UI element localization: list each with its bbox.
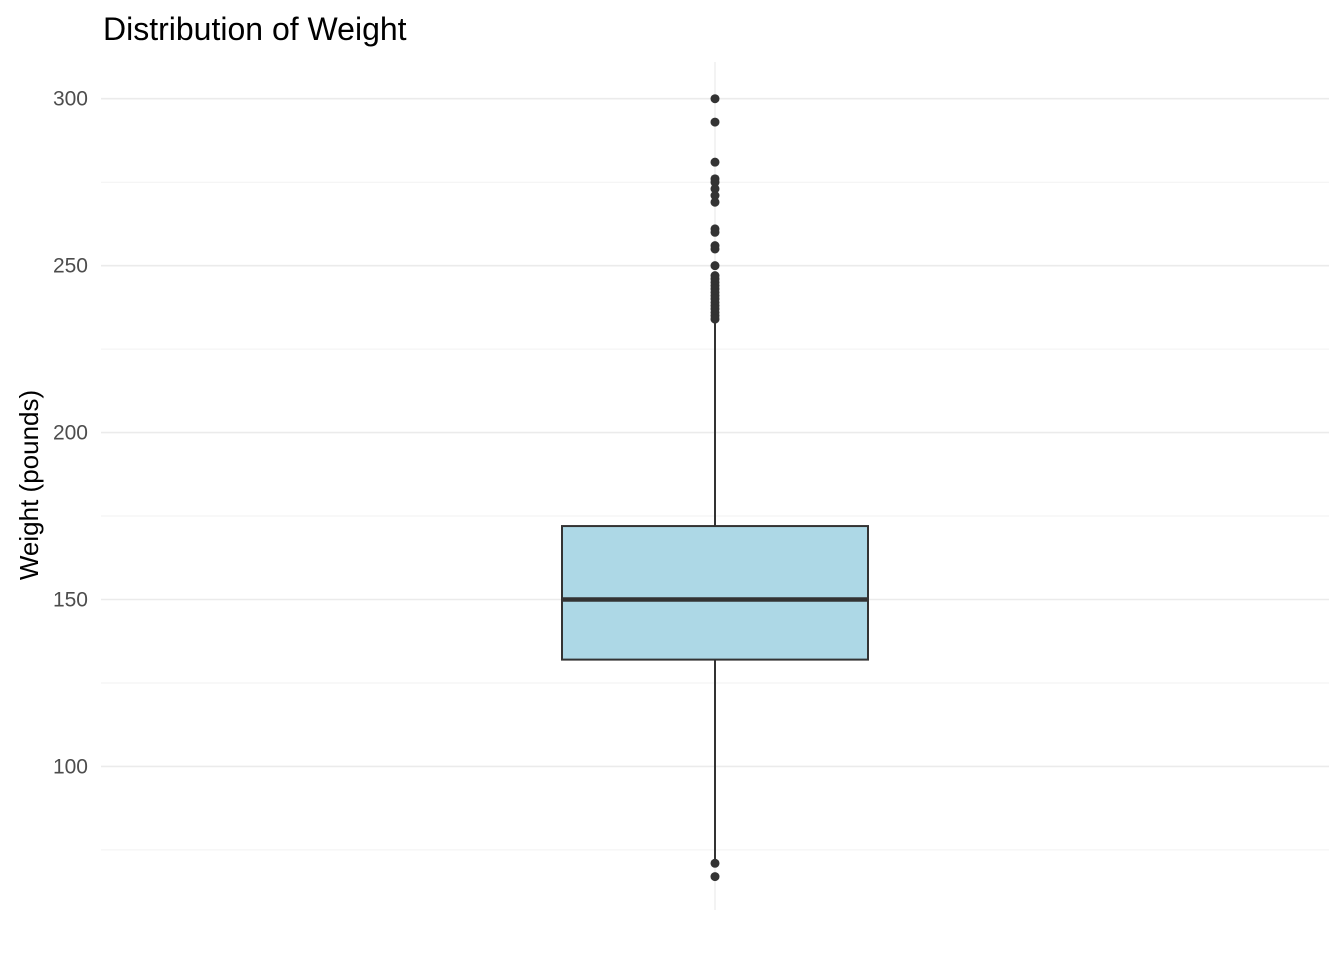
outlier-point <box>710 858 720 868</box>
outlier-point <box>710 157 720 167</box>
y-tick-label: 150 <box>53 589 88 612</box>
y-tick-label: 300 <box>53 88 88 111</box>
y-tick-label: 250 <box>53 255 88 278</box>
outlier-point <box>710 177 720 187</box>
outlier-point <box>710 197 720 207</box>
y-axis-label: Weight (pounds) <box>14 390 44 580</box>
y-tick-label: 100 <box>53 755 88 778</box>
plot-area <box>561 94 869 882</box>
iqr-box <box>561 525 869 661</box>
outlier-point <box>710 94 720 104</box>
outlier-point <box>710 227 720 237</box>
outlier-point <box>710 244 720 254</box>
outlier-point <box>710 117 720 127</box>
y-tick-label: 200 <box>53 422 88 445</box>
outlier-point <box>710 261 720 271</box>
outlier-point <box>710 872 720 882</box>
y-axis-ticks: 100 150 200 250 300 <box>53 88 88 779</box>
chart-title: Distribution of Weight <box>103 11 407 47</box>
outlier-point <box>710 314 720 324</box>
outlier-point <box>710 184 720 194</box>
outlier-point <box>710 191 720 201</box>
